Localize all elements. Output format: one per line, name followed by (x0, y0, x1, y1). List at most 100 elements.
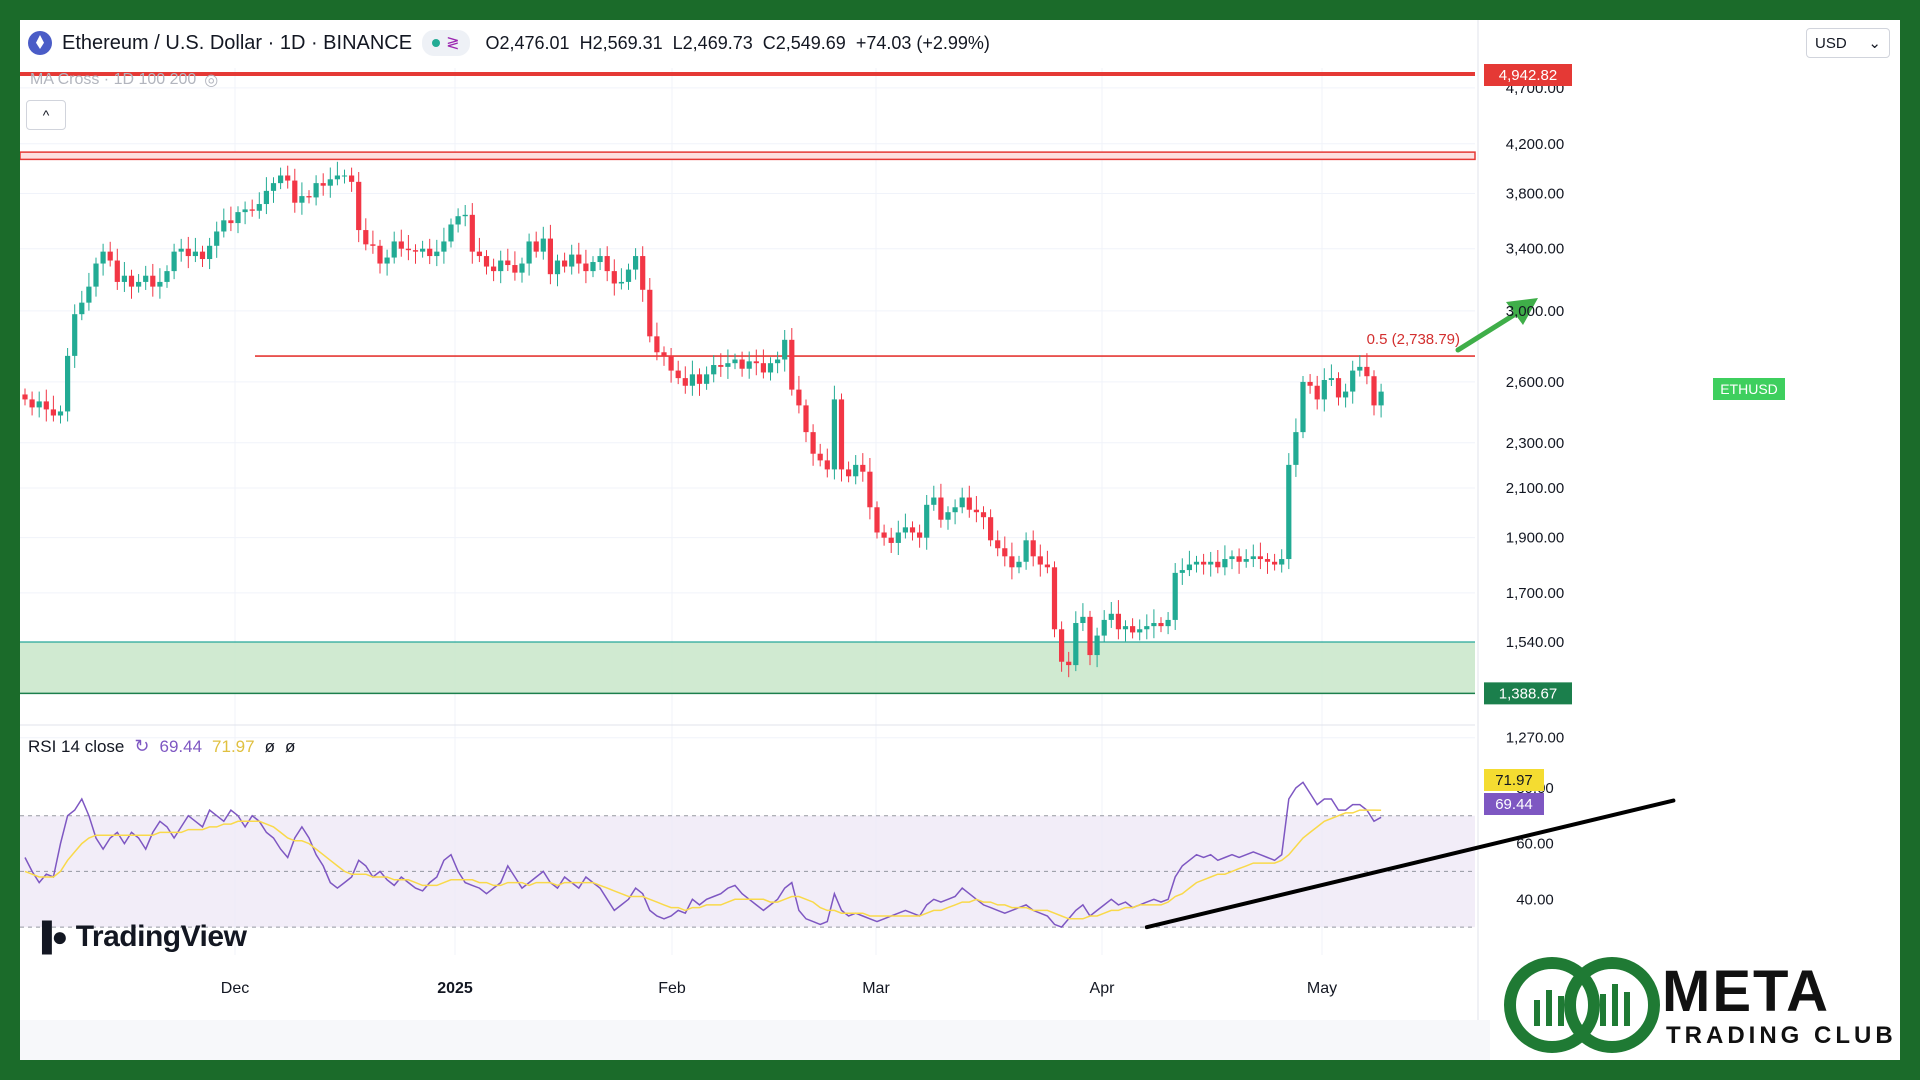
tradingview-logo: ▐● TradingView (32, 920, 247, 954)
candle-body (1144, 626, 1150, 630)
candle-body (1172, 572, 1178, 620)
candle-body (1300, 381, 1306, 433)
candle-body (263, 190, 269, 205)
support-zone (20, 642, 1475, 694)
candle-body (1066, 661, 1072, 666)
time-scale-strip[interactable] (20, 1020, 1490, 1060)
candle-body (292, 180, 298, 203)
candle-body (725, 363, 731, 367)
chart-canvas[interactable]: 0.5 (2,738.79)4,700.004,200.003,800.003,… (20, 20, 1900, 1060)
candle-body (334, 175, 340, 180)
candle-body (590, 262, 596, 272)
candle-body (1350, 370, 1356, 392)
candle-body (654, 336, 660, 353)
price-tick-label: 1,700.00 (1506, 585, 1564, 602)
candle-body (207, 245, 213, 260)
collapse-legend-button[interactable]: ^ (26, 100, 66, 130)
candle-body (498, 260, 504, 272)
candle-body (1286, 464, 1292, 560)
meta-wordmark: META (1662, 959, 1831, 1024)
candle-body (356, 181, 362, 231)
price-tick-label: 3,000.00 (1506, 303, 1564, 320)
rsi-trendline (1144, 798, 1676, 930)
candle-body (533, 241, 539, 252)
hidden-eye-icon[interactable]: ◎ (204, 72, 219, 89)
candle-body (476, 251, 482, 257)
candle-body (185, 248, 191, 257)
candle-body (249, 209, 255, 211)
candle-body (853, 464, 859, 477)
candle-body (611, 271, 617, 284)
symbol-price-text: ETHUSD (1720, 381, 1778, 397)
candle-body (363, 230, 369, 245)
candle-body (767, 363, 774, 373)
candle-body (1208, 561, 1214, 565)
candle-body (1087, 616, 1093, 656)
resistance-price-text: 4,942.82 (1499, 67, 1557, 84)
candle-body (1059, 629, 1065, 662)
status-pill[interactable]: ≷ (422, 30, 470, 56)
candle-body (136, 281, 142, 287)
candle-body (1229, 556, 1235, 560)
currency-select[interactable]: USD ⌄ (1806, 28, 1890, 58)
rsi-legend[interactable]: RSI 14 close ↻ 69.44 71.97 ø ø (28, 736, 295, 757)
candle-body (1222, 559, 1228, 568)
candle-body (491, 266, 497, 272)
candle-body (959, 497, 965, 508)
candle-body (72, 314, 78, 356)
candle-body (1335, 378, 1342, 398)
candle-body (79, 302, 85, 315)
rsi-tick-label: 60.00 (1516, 836, 1554, 853)
rsi-legend-value: 69.44 (159, 736, 203, 756)
price-tick-label: 3,800.00 (1506, 185, 1564, 202)
candle-body (412, 250, 419, 252)
candle-body (682, 378, 688, 386)
price-tick-label: 3,400.00 (1506, 241, 1564, 258)
candle-body (895, 532, 901, 543)
candle-body (235, 212, 241, 224)
candle-body (1215, 561, 1221, 568)
rsi-line (24, 781, 1382, 928)
candle-body (100, 251, 106, 264)
share-icon[interactable]: ≷ (446, 35, 460, 52)
rsi-legend-extra1: ø (264, 736, 275, 756)
chevron-up-icon: ^ (42, 107, 50, 123)
rsi-value-text: 71.97 (1495, 772, 1533, 789)
candle-body (1073, 623, 1079, 666)
candle-body (995, 540, 1001, 549)
candle-body (43, 401, 49, 410)
candle-body (469, 214, 475, 252)
candle-body (988, 517, 994, 541)
candle-body (1193, 561, 1200, 565)
rsi-settings-icon[interactable]: ↻ (134, 736, 150, 756)
candle-body (519, 263, 525, 273)
candle-body (1257, 556, 1263, 560)
candle-body (1272, 561, 1278, 565)
candle-body (65, 355, 71, 412)
candle-body (29, 399, 35, 408)
candle-body (483, 256, 490, 267)
change-value: +74.03 (+2.99%) (855, 32, 990, 53)
candle-body (526, 241, 532, 264)
candle-body (1357, 366, 1363, 371)
candle-body (22, 394, 28, 400)
candle-body (1321, 380, 1327, 400)
candle-body (150, 275, 156, 287)
candle-body (199, 251, 206, 260)
candle-body (505, 260, 511, 266)
time-tick-label: Apr (1090, 980, 1116, 997)
candle-body (221, 220, 227, 232)
candle-body (370, 244, 376, 246)
candle-body (143, 275, 149, 282)
candle-body (36, 401, 42, 408)
candle-body (1243, 559, 1249, 562)
symbol-title[interactable]: Ethereum / U.S. Dollar · 1D · BINANCE (62, 31, 413, 54)
candle-body (817, 453, 823, 461)
candle-body (157, 281, 163, 287)
indicator-legend[interactable]: MA Cross · 1D 100 200 ◎ (30, 70, 218, 90)
candle-body (107, 251, 113, 261)
candle-body (704, 374, 710, 384)
candle-body (270, 183, 277, 191)
candle-body (775, 359, 781, 364)
candle-body (696, 374, 703, 384)
